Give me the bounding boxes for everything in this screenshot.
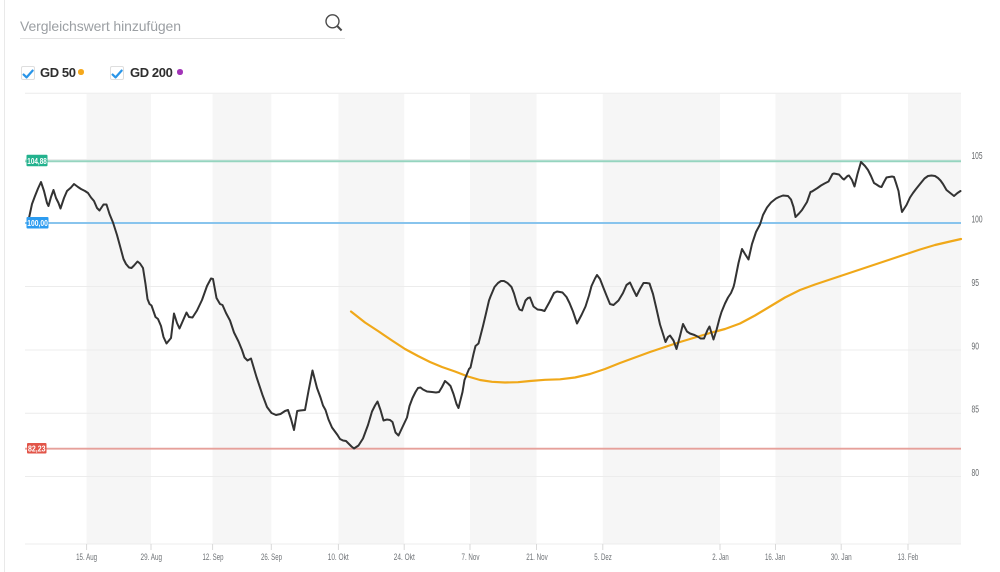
svg-text:26. Sep: 26. Sep — [261, 552, 282, 563]
svg-text:95: 95 — [972, 278, 980, 289]
svg-text:21. Nov: 21. Nov — [526, 552, 548, 563]
svg-text:82,23: 82,23 — [28, 444, 46, 453]
svg-text:29. Aug: 29. Aug — [141, 552, 163, 563]
svg-text:85: 85 — [972, 405, 980, 416]
svg-text:80: 80 — [972, 468, 980, 479]
svg-text:12. Sep: 12. Sep — [203, 552, 224, 563]
svg-text:16. Jan: 16. Jan — [765, 552, 785, 563]
svg-text:5. Dez: 5. Dez — [594, 552, 612, 563]
svg-text:100,00: 100,00 — [27, 219, 48, 228]
svg-text:24. Okt: 24. Okt — [394, 552, 415, 563]
svg-text:13. Feb: 13. Feb — [898, 552, 919, 563]
svg-text:7. Nov: 7. Nov — [462, 552, 480, 563]
svg-text:105: 105 — [972, 151, 983, 162]
svg-text:90: 90 — [972, 341, 980, 352]
svg-text:104,88: 104,88 — [27, 157, 47, 166]
svg-text:10. Okt: 10. Okt — [328, 552, 349, 563]
svg-text:15. Aug: 15. Aug — [76, 552, 97, 563]
svg-text:100: 100 — [972, 215, 983, 226]
svg-text:2. Jan: 2. Jan — [712, 552, 729, 563]
svg-text:30. Jan: 30. Jan — [831, 552, 852, 563]
